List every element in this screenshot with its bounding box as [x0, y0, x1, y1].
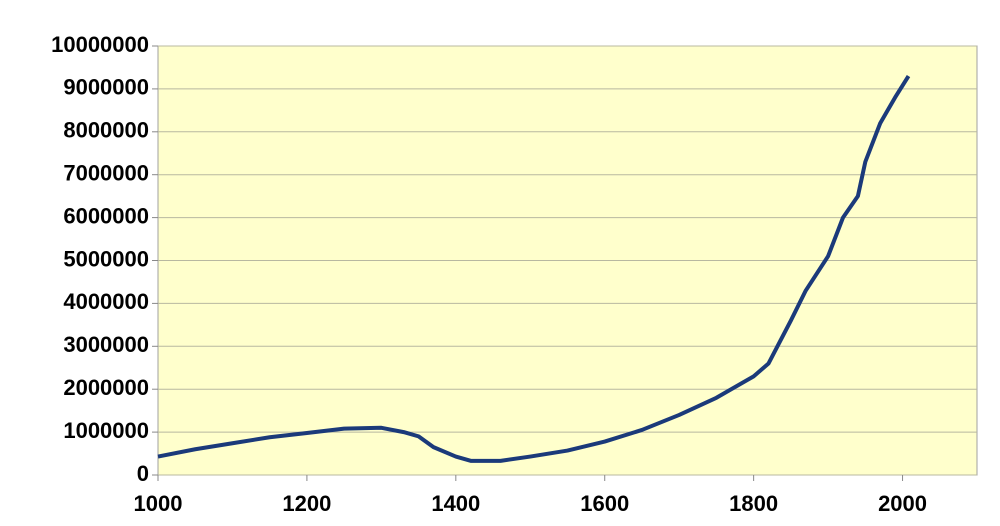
y-tick-label: 6000000 [63, 203, 149, 228]
y-tick-label: 4000000 [63, 289, 149, 314]
x-tick-label: 1000 [134, 491, 183, 516]
x-tick-label: 2000 [878, 491, 927, 516]
y-tick-label: 9000000 [63, 75, 149, 100]
x-tick-label: 1400 [431, 491, 480, 516]
y-tick-label: 1000000 [63, 418, 149, 443]
y-tick-label: 3000000 [63, 332, 149, 357]
x-tick-label: 1800 [729, 491, 778, 516]
x-tick-label: 1600 [580, 491, 629, 516]
data-line [157, 74, 911, 463]
y-tick-label: 10000000 [51, 32, 149, 57]
x-tick-label: 1200 [282, 491, 331, 516]
y-tick-label: 5000000 [63, 246, 149, 271]
y-tick-label: 2000000 [63, 375, 149, 400]
y-tick-label: 7000000 [63, 161, 149, 186]
y-tick-label: 0 [137, 461, 149, 486]
y-tick-label: 8000000 [63, 118, 149, 143]
